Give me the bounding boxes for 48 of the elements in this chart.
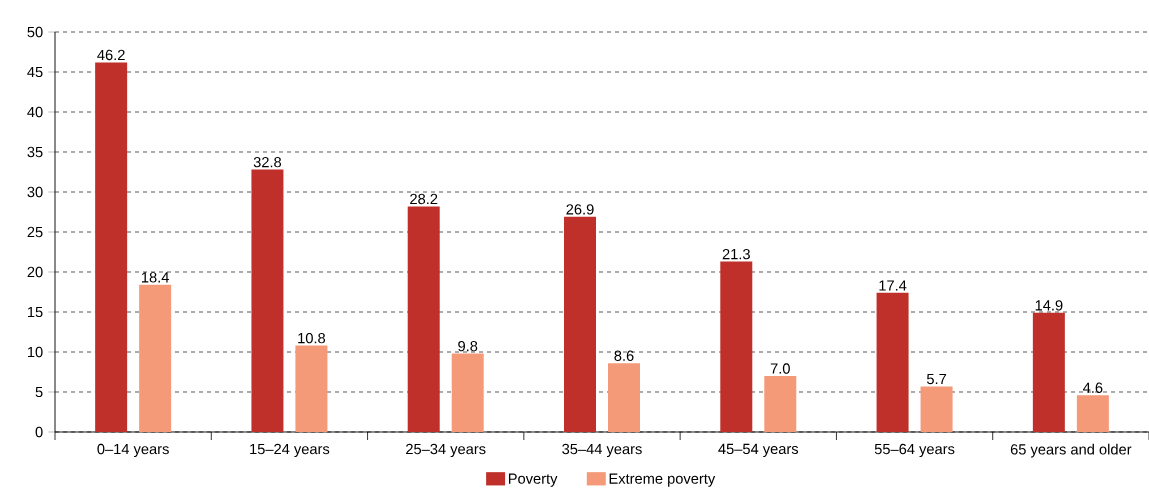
legend-label: Poverty: [508, 473, 558, 487]
y-tick-label: 35: [27, 146, 43, 158]
x-tick-label: 0–14 years: [97, 443, 169, 458]
data-label: 18.4: [141, 272, 169, 283]
x-tick-label: 25–34 years: [406, 443, 486, 458]
y-tick-label: 0: [35, 426, 43, 438]
bar: [407, 206, 440, 432]
data-label: 14.9: [1035, 300, 1063, 311]
y-tick-label: 30: [27, 186, 43, 198]
data-label: 46.2: [97, 49, 125, 61]
data-label: 28.2: [410, 193, 438, 205]
data-label: 17.4: [879, 280, 907, 291]
bar: [564, 216, 596, 432]
bar: [451, 353, 484, 432]
x-tick-label: 55–64 years: [874, 443, 955, 458]
bar: [608, 363, 641, 432]
y-tick-label: 25: [27, 226, 43, 238]
data-label: 4.6: [1083, 382, 1103, 393]
bar: [251, 169, 284, 432]
bar: [1032, 312, 1065, 432]
y-tick-label: 40: [27, 106, 43, 118]
y-tick-label: 10: [27, 346, 43, 358]
bar: [295, 345, 328, 432]
y-tick-label: 5: [35, 386, 43, 398]
data-label: 21.3: [722, 248, 750, 260]
data-label: 32.8: [253, 156, 282, 168]
data-label: 26.9: [566, 204, 594, 215]
data-label: 8.6: [614, 350, 634, 361]
data-label: 7.0: [770, 363, 790, 374]
bar: [1076, 395, 1109, 432]
bar: [920, 386, 953, 432]
bar: [764, 376, 797, 432]
legend-label: Extreme poverty: [609, 473, 716, 487]
x-tick-label: 15–24 years: [250, 443, 330, 458]
data-label: 5.7: [926, 373, 947, 385]
bar: [139, 284, 172, 432]
y-tick-label: 45: [27, 66, 43, 78]
bar: [95, 62, 128, 432]
x-tick-label: 35–44 years: [562, 443, 642, 458]
x-tick-label: 65 years and older: [1010, 443, 1132, 458]
bar: [876, 292, 909, 432]
data-label: 9.8: [458, 340, 478, 352]
y-tick-label: 15: [27, 306, 43, 318]
bar: [720, 261, 753, 432]
y-tick-label: 50: [27, 26, 43, 38]
y-tick-label: 20: [27, 266, 43, 278]
x-tick-label: 45–54 years: [718, 443, 799, 457]
data-label: 10.8: [298, 332, 326, 344]
